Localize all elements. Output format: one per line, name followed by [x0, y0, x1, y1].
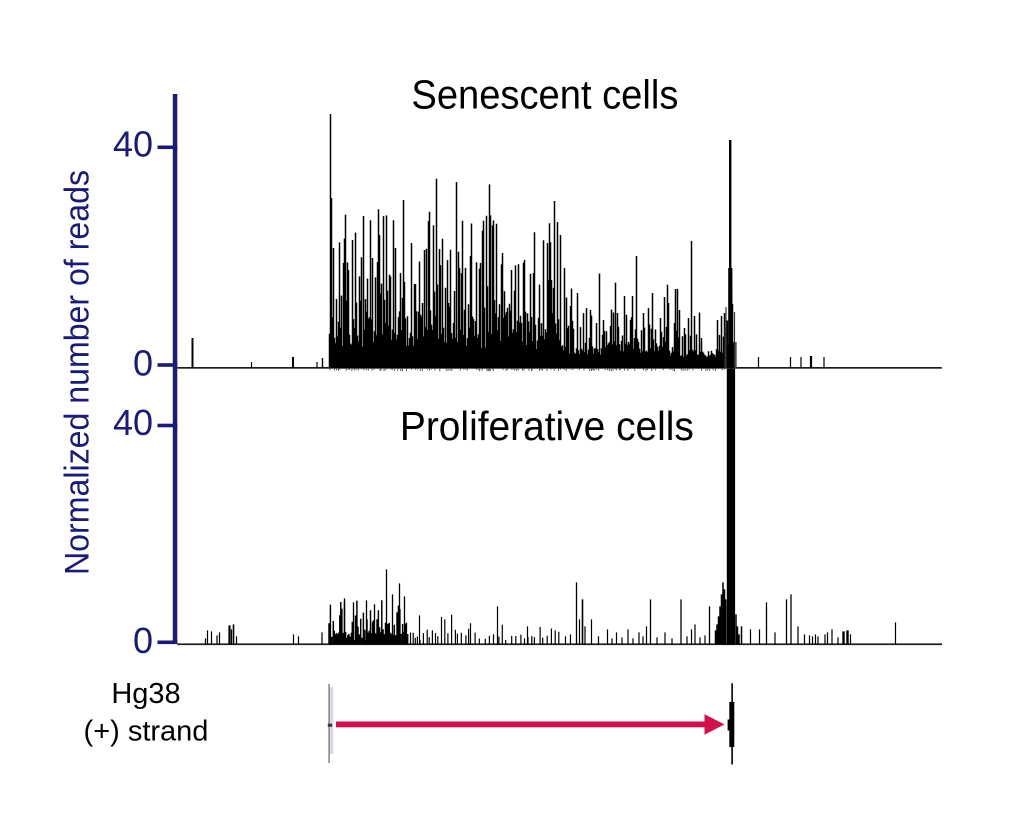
- svg-text:0: 0: [133, 343, 153, 384]
- svg-text:Proliferative cells: Proliferative cells: [400, 403, 694, 449]
- svg-text:Hg38: Hg38: [111, 678, 180, 710]
- svg-text:Senescent cells: Senescent cells: [411, 72, 678, 118]
- svg-text:40: 40: [113, 402, 153, 443]
- svg-text:Normalized number of reads: Normalized number of reads: [59, 170, 97, 575]
- svg-text:(+) strand: (+) strand: [84, 715, 209, 747]
- svg-text:0: 0: [133, 620, 153, 661]
- svg-text:40: 40: [113, 124, 153, 165]
